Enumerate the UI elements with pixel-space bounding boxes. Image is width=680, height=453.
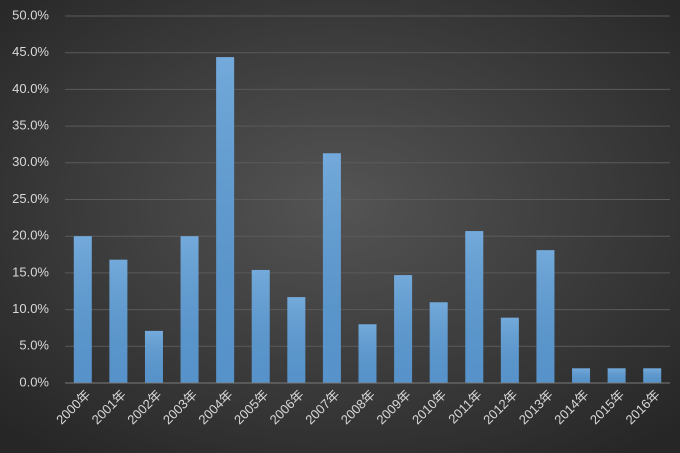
- y-tick-label: 45.0%: [12, 44, 49, 59]
- bar-shade: [109, 259, 128, 383]
- y-tick-label: 5.0%: [19, 338, 49, 353]
- y-tick-label: 50.0%: [12, 7, 49, 22]
- bar-shade: [394, 275, 413, 383]
- y-tick-label: 40.0%: [12, 81, 49, 96]
- bar-shade: [180, 236, 199, 383]
- bar-shade: [287, 297, 306, 383]
- bar-shade: [500, 317, 519, 383]
- bar-shade: [607, 368, 626, 383]
- y-tick-label: 10.0%: [12, 301, 49, 316]
- bar-shade: [144, 330, 163, 383]
- y-tick-label: 35.0%: [12, 118, 49, 133]
- bar-shade: [536, 250, 555, 383]
- bar-shade: [251, 269, 270, 383]
- y-tick-label: 30.0%: [12, 154, 49, 169]
- bar-shade: [358, 324, 377, 383]
- bar-shade: [429, 302, 448, 383]
- bar-shade: [216, 57, 235, 383]
- bar-shade: [643, 368, 662, 383]
- bar-shade: [465, 231, 484, 383]
- y-tick-label: 25.0%: [12, 191, 49, 206]
- bar-shade: [572, 368, 591, 383]
- bar-shade: [322, 153, 341, 383]
- bar-shade: [73, 236, 92, 383]
- y-tick-label: 20.0%: [12, 228, 49, 243]
- y-tick-label: 15.0%: [12, 264, 49, 279]
- y-tick-label: 0.0%: [19, 374, 49, 389]
